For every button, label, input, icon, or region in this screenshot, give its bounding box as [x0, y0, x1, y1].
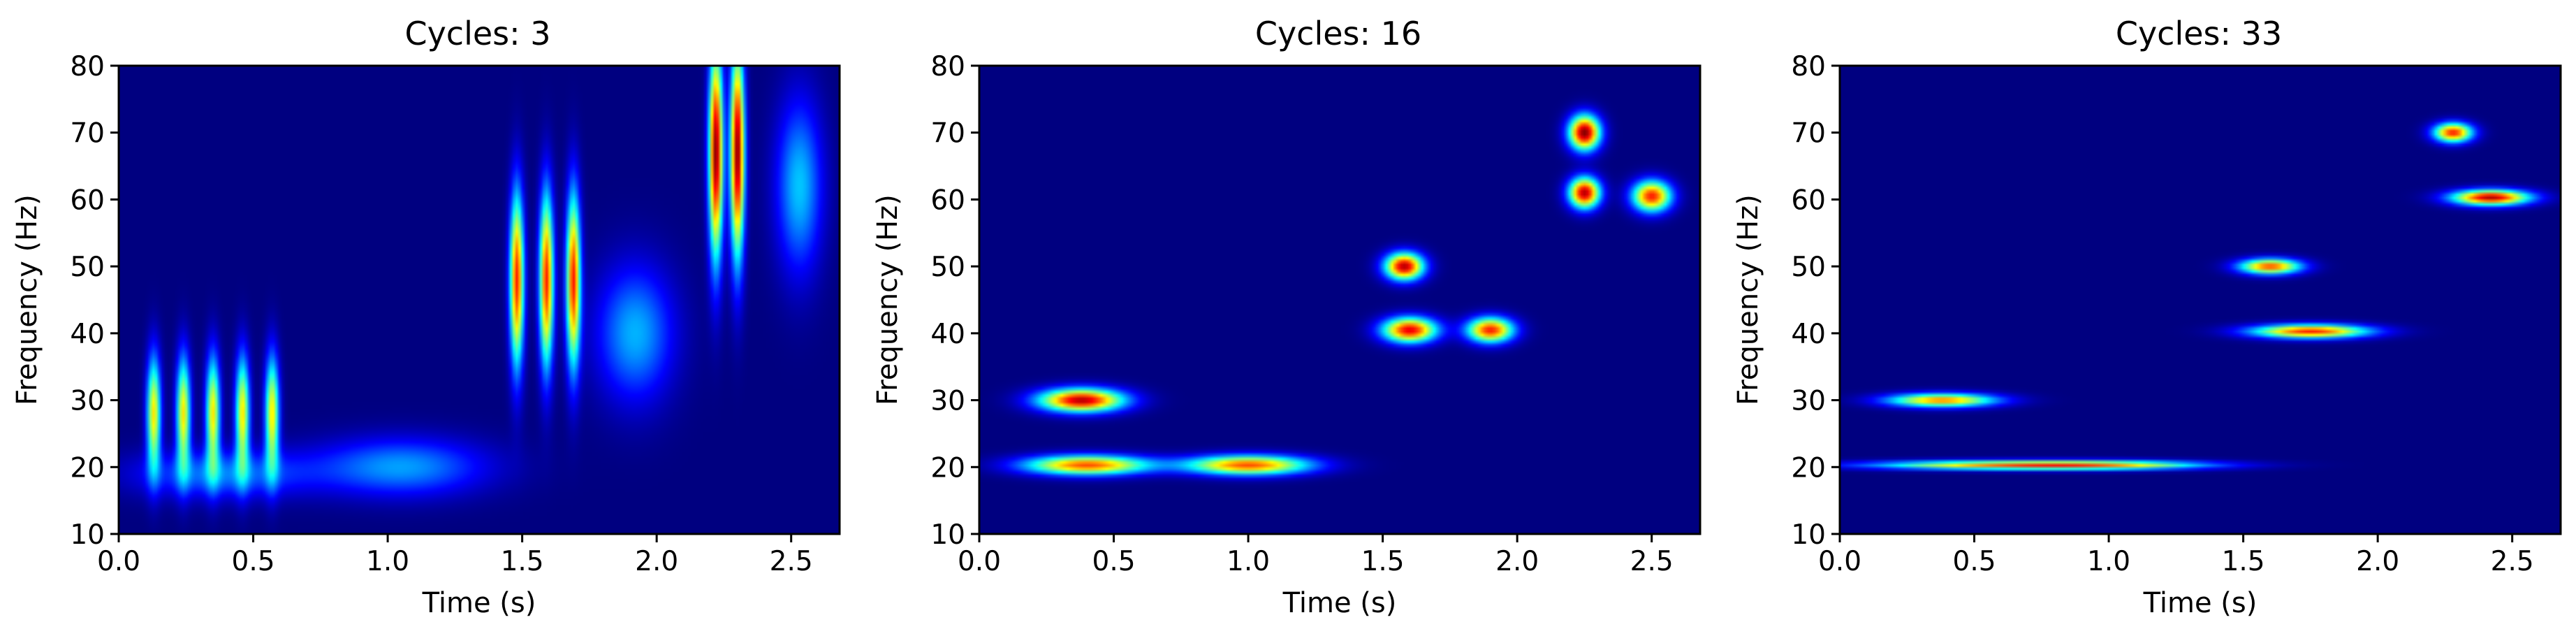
- y-tick-label: 20: [1791, 452, 1826, 484]
- y-axis-label: Frequency (Hz): [11, 194, 43, 405]
- heatmap-image: [979, 66, 1700, 534]
- plot-frame: [1838, 64, 2562, 535]
- y-tick-label: 10: [70, 519, 105, 551]
- panel-cycles-3: Cycles: 3 0.0 0.5 1.0 1.5 2.0 2.5 10 20 30 40 50 6…: [11, 15, 841, 619]
- y-tick-label: 30: [930, 386, 965, 417]
- x-axis-ticks: 0.0 0.5 1.0 1.5 2.0 2.5: [958, 534, 1674, 577]
- x-axis-ticks: 0.0 0.5 1.0 1.5 2.0 2.5: [1818, 534, 2534, 577]
- heatmap-image: [1840, 66, 2561, 534]
- x-tick-label: 2.5: [770, 546, 813, 577]
- panel-title: Cycles: 3: [404, 15, 550, 52]
- x-tick-label: 2.5: [1630, 546, 1674, 577]
- y-tick-label: 70: [930, 118, 965, 150]
- y-tick-label: 70: [70, 118, 105, 150]
- x-tick-label: 1.0: [2087, 546, 2130, 577]
- heatmap-area: [1840, 66, 2561, 534]
- y-tick-label: 50: [930, 252, 965, 283]
- y-tick-label: 80: [1791, 51, 1826, 82]
- x-axis-label: Time (s): [2143, 587, 2257, 619]
- y-tick-label: 50: [1791, 252, 1826, 283]
- heatmap-image: [119, 66, 840, 534]
- heatmap-area: [119, 66, 840, 534]
- x-axis-ticks: 0.0 0.5 1.0 1.5 2.0 2.5: [97, 534, 813, 577]
- x-axis-label: Time (s): [422, 587, 536, 619]
- x-tick-label: 2.0: [635, 546, 678, 577]
- x-tick-label: 2.0: [2356, 546, 2399, 577]
- x-tick-label: 1.5: [501, 546, 544, 577]
- y-tick-label: 80: [70, 51, 105, 82]
- panel-title: Cycles: 16: [1255, 15, 1421, 52]
- y-tick-label: 40: [1791, 319, 1826, 350]
- y-tick-label: 70: [1791, 118, 1826, 150]
- x-tick-label: 1.5: [2222, 546, 2265, 577]
- y-tick-label: 10: [1791, 519, 1826, 551]
- y-tick-label: 20: [930, 452, 965, 484]
- x-tick-label: 0.5: [1092, 546, 1136, 577]
- y-tick-label: 30: [1791, 386, 1826, 417]
- x-axis-label: Time (s): [1282, 587, 1397, 619]
- y-axis-ticks: 10 20 30 40 50 60 70 80: [1791, 51, 1840, 551]
- x-tick-label: 0.0: [958, 546, 1001, 577]
- y-axis-ticks: 10 20 30 40 50 60 70 80: [70, 51, 119, 551]
- y-axis-ticks: 10 20 30 40 50 60 70 80: [930, 51, 979, 551]
- y-tick-label: 40: [70, 319, 105, 350]
- y-tick-label: 60: [1791, 185, 1826, 216]
- x-tick-label: 2.0: [1495, 546, 1539, 577]
- x-tick-label: 0.5: [232, 546, 275, 577]
- y-tick-label: 80: [930, 51, 965, 82]
- y-axis-label: Frequency (Hz): [1732, 194, 1764, 405]
- heatmap-area: [979, 66, 1700, 534]
- x-tick-label: 1.0: [366, 546, 409, 577]
- x-tick-label: 0.0: [97, 546, 140, 577]
- x-tick-label: 1.0: [1227, 546, 1270, 577]
- panel-cycles-33: Cycles: 33 0.0 0.5 1.0 1.5 2.0 2.5 10 20 30 40 50…: [1732, 15, 2562, 619]
- y-tick-label: 60: [930, 185, 965, 216]
- x-tick-label: 2.5: [2491, 546, 2534, 577]
- y-axis-label: Frequency (Hz): [872, 194, 904, 405]
- panel-title: Cycles: 33: [2116, 15, 2282, 52]
- y-tick-label: 30: [70, 386, 105, 417]
- y-tick-label: 60: [70, 185, 105, 216]
- x-tick-label: 1.5: [1361, 546, 1405, 577]
- y-tick-label: 50: [70, 252, 105, 283]
- y-tick-label: 10: [930, 519, 965, 551]
- plot-frame: [117, 64, 841, 535]
- panel-cycles-16: Cycles: 16 0.0 0.5 1.0 1.5 2.0 2.5 10 20 30 40 50…: [872, 15, 1702, 619]
- y-tick-label: 40: [930, 319, 965, 350]
- plot-frame: [978, 64, 1702, 535]
- y-tick-label: 20: [70, 452, 105, 484]
- x-tick-label: 0.0: [1818, 546, 1861, 577]
- x-tick-label: 0.5: [1953, 546, 1996, 577]
